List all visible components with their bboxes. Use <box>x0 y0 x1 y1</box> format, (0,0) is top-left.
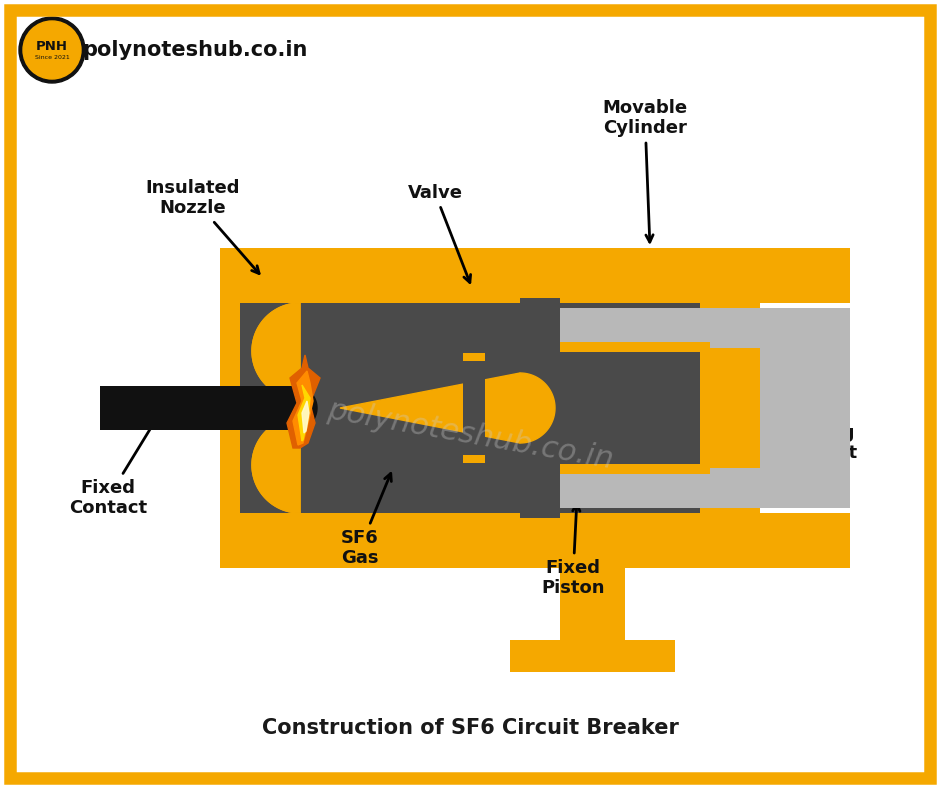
Bar <box>832 513 850 568</box>
Bar <box>240 303 300 513</box>
Bar <box>463 455 485 463</box>
Bar <box>832 248 850 303</box>
Polygon shape <box>340 373 520 443</box>
Polygon shape <box>252 303 300 399</box>
Bar <box>100 386 295 430</box>
Text: Movable
Cylinder: Movable Cylinder <box>603 98 687 242</box>
Text: Valve: Valve <box>408 184 471 283</box>
Bar <box>220 248 760 303</box>
Bar <box>510 640 675 672</box>
Circle shape <box>23 21 81 79</box>
Bar <box>560 342 710 352</box>
Bar <box>760 308 850 508</box>
Polygon shape <box>302 401 309 433</box>
Text: Moving
Contact: Moving Contact <box>779 403 857 463</box>
Bar <box>280 303 700 513</box>
Polygon shape <box>295 386 317 430</box>
Text: Fixed
Piston: Fixed Piston <box>541 504 604 597</box>
Polygon shape <box>520 373 555 443</box>
Text: Insulated
Nozzle: Insulated Nozzle <box>146 179 259 273</box>
Text: SF6
Gas: SF6 Gas <box>341 474 391 567</box>
Text: Since 2021: Since 2021 <box>35 54 70 60</box>
Polygon shape <box>252 417 300 513</box>
Polygon shape <box>287 355 320 448</box>
Bar <box>760 513 850 568</box>
Bar <box>560 568 625 640</box>
Bar <box>463 353 485 361</box>
Text: Fixed
Contact: Fixed Contact <box>69 413 160 518</box>
Polygon shape <box>252 417 300 513</box>
Bar <box>220 513 760 568</box>
Text: PNH: PNH <box>36 39 68 53</box>
Text: polynoteshub.co.in: polynoteshub.co.in <box>324 396 616 474</box>
Polygon shape <box>298 385 310 441</box>
Bar <box>760 248 850 303</box>
Circle shape <box>19 17 85 83</box>
Bar <box>560 308 850 348</box>
Bar <box>560 464 710 474</box>
Polygon shape <box>293 371 313 445</box>
Bar <box>560 468 850 508</box>
Bar <box>520 298 560 518</box>
Bar <box>220 248 280 568</box>
Bar <box>463 308 485 508</box>
Text: polynoteshub.co.in: polynoteshub.co.in <box>83 40 307 60</box>
Bar <box>700 248 760 568</box>
Text: Construction of SF6 Circuit Breaker: Construction of SF6 Circuit Breaker <box>261 718 679 738</box>
Polygon shape <box>252 303 300 399</box>
